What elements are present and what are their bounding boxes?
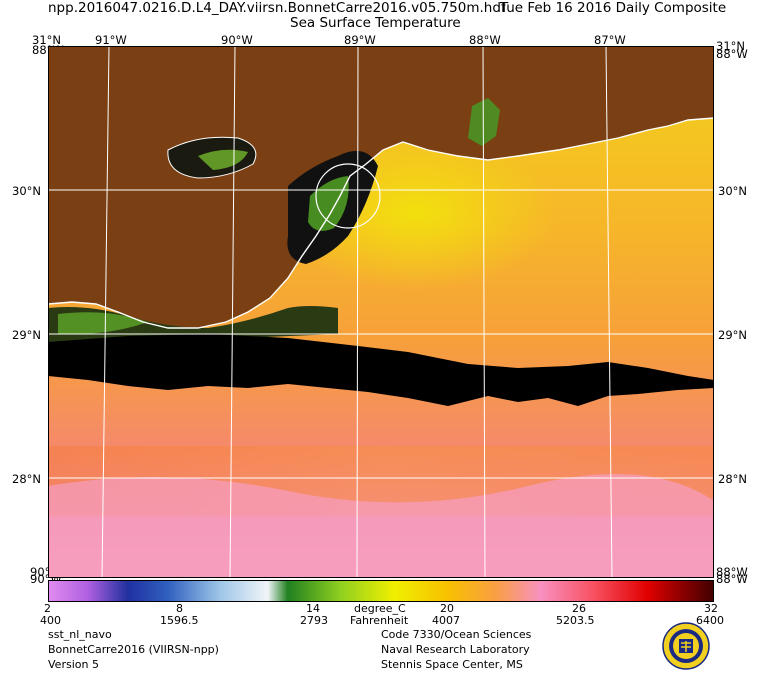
- meridian-88w: [482, 46, 486, 578]
- colorbar-scale: [48, 580, 714, 602]
- tick-f-6400: 6400: [696, 614, 724, 627]
- footer-product: sst_nl_navo: [48, 628, 112, 641]
- warm-water-south: [48, 474, 714, 578]
- lat-label-30n-right: 30°N: [718, 184, 747, 198]
- corner-bottom-right-b: 88°W: [716, 572, 748, 586]
- delta-outline: [315, 163, 381, 229]
- lat-label-30n-left: 30°N: [12, 184, 41, 198]
- lon-label-91w: 91°W: [95, 33, 127, 47]
- tick-c-26: 26: [572, 602, 586, 615]
- lon-label-90w: 90°W: [221, 33, 253, 47]
- coastal-vegetation-west: [58, 312, 148, 335]
- colorbar: [48, 580, 714, 602]
- lat-label-29n-right: 29°N: [718, 328, 747, 342]
- lake-outline: [167, 136, 257, 179]
- unit-celsius: degree_C: [354, 602, 406, 615]
- footer-code: Code 7330/Ocean Sciences: [381, 628, 532, 641]
- footer-location: Stennis Space Center, MS: [381, 658, 523, 671]
- colorbar-frame: [48, 580, 714, 602]
- nrl-seal-icon: [662, 622, 710, 670]
- mobile-bay: [468, 98, 500, 146]
- sst-map: [48, 46, 714, 578]
- tick-c-8: 8: [176, 602, 183, 615]
- footer-version: Version 5: [48, 658, 99, 671]
- date-title: Tue Feb 16 2016 Daily Composite: [500, 0, 727, 16]
- tick-f-400: 400: [40, 614, 61, 627]
- tick-c-32: 32: [704, 602, 718, 615]
- corner-bottom-right-a: 88°W: [716, 565, 748, 579]
- tick-f-2793: 2793: [300, 614, 328, 627]
- lat-label-28n-left: 28°N: [12, 472, 41, 486]
- lon-label-88w: 88°W: [469, 33, 501, 47]
- footer-region: BonnetCarre2016 (VIIRSN-npp): [48, 643, 219, 656]
- lon-label-89w: 89°W: [344, 33, 376, 47]
- lat-label-29n-left: 29°N: [12, 328, 41, 342]
- marsh-vegetation: [198, 149, 248, 170]
- meridian-89w: [356, 46, 359, 578]
- corner-top-left-lat: 31°N: [32, 33, 61, 47]
- tick-c-20: 20: [440, 602, 454, 615]
- corner-top-right-lat: 31°N: [716, 39, 745, 53]
- meridian-87w: [605, 46, 613, 578]
- filename-title: npp.2016047.0216.D.L4_DAY.viirsn.BonnetC…: [48, 0, 506, 16]
- meridian-90w: [229, 46, 236, 578]
- meridian-91w: [101, 46, 110, 578]
- tick-f-5203: 5203.5: [556, 614, 595, 627]
- tick-f-4007: 4007: [432, 614, 460, 627]
- tick-f-1596: 1596.5: [160, 614, 199, 627]
- corner-top-right-lon: 88°W: [716, 47, 748, 61]
- tick-c-2: 2: [44, 602, 51, 615]
- graticule: [48, 46, 714, 578]
- footer-lab: Naval Research Laboratory: [381, 643, 530, 656]
- lon-label-87w: 87°W: [594, 33, 626, 47]
- tick-c-14: 14: [306, 602, 320, 615]
- coastline: [48, 117, 714, 329]
- map-frame: [48, 46, 714, 578]
- product-title: Sea Surface Temperature: [290, 15, 461, 31]
- lat-label-28n-right: 28°N: [718, 472, 747, 486]
- land-mass: [48, 46, 714, 328]
- cloud-band: [48, 334, 714, 406]
- unit-fahrenheit: Fahrenheit: [350, 614, 409, 627]
